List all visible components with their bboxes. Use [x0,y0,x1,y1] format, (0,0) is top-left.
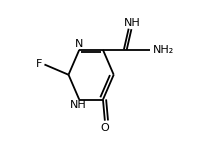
Text: N: N [75,39,83,49]
Text: NH: NH [124,18,141,28]
Text: NH: NH [70,100,87,110]
Text: NH₂: NH₂ [153,45,174,55]
Text: O: O [101,123,109,133]
Text: F: F [36,59,43,69]
